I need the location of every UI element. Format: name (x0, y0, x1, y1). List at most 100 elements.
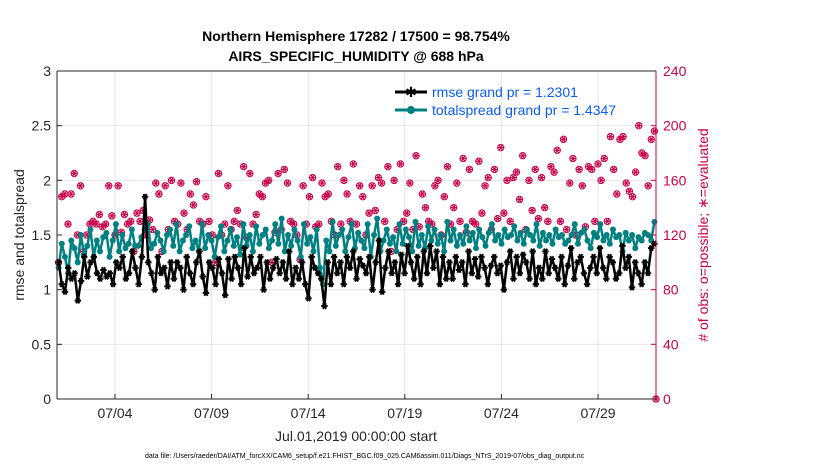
totalspread-point (253, 223, 260, 230)
obs-evaluated-point (475, 158, 482, 165)
rmse-point (603, 275, 610, 283)
totalspread-point (380, 237, 387, 244)
totalspread-point (371, 232, 378, 238)
obs-evaluated-point (413, 152, 420, 159)
obs-evaluated-point (541, 204, 548, 211)
obs-possible-point (368, 182, 376, 190)
obs-possible-point (628, 193, 637, 201)
rmse-point (484, 280, 492, 288)
obs-evaluated-point (137, 218, 144, 225)
obs-possible-point (412, 152, 420, 160)
rmse-point (391, 259, 399, 266)
totalspread-point (237, 251, 244, 258)
obs-evaluated-point (504, 177, 511, 184)
obs-possible-point (609, 165, 618, 174)
obs-possible-point (431, 182, 439, 190)
rmse-point (475, 273, 482, 280)
obs-possible-point (167, 176, 176, 185)
rmse-point (452, 253, 459, 261)
rmse-point (555, 275, 562, 283)
obs-possible-point (283, 179, 292, 187)
totalspread-point (543, 237, 550, 244)
rmse-point (350, 248, 357, 255)
rmse-point (606, 253, 613, 261)
obs-evaluated-point (152, 180, 159, 186)
rmse-point (609, 259, 616, 266)
rmse-point (225, 255, 232, 263)
obs-possible-point (280, 165, 289, 174)
obs-possible-point (550, 168, 558, 176)
rmse-point (471, 255, 479, 263)
obs-possible-point (421, 203, 430, 212)
obs-possible-point (497, 143, 505, 152)
obs-possible-point (114, 182, 122, 190)
obs-possible-point (133, 209, 141, 217)
obs-evaluated-point (108, 212, 115, 219)
obs-evaluated-point (538, 174, 545, 181)
obs-possible-point (647, 135, 655, 144)
rmse-point (77, 277, 85, 285)
obs-possible-point (562, 225, 571, 234)
totalspread-point (294, 237, 301, 244)
totalspread-point (167, 226, 174, 233)
obs-evaluated-point (381, 218, 388, 225)
obs-evaluated-point (598, 177, 605, 184)
rmse-point (295, 275, 303, 283)
obs-evaluated-point (309, 174, 316, 181)
totalspread-point (463, 223, 470, 230)
y-tick-label-right-3: 120 (663, 227, 687, 243)
obs-evaluated-point (403, 210, 410, 217)
obs-possible-point (202, 193, 210, 201)
obs-evaluated-point (378, 180, 385, 186)
rmse-point (97, 275, 104, 283)
totalspread-point (437, 232, 444, 238)
obs-possible-point (318, 179, 326, 187)
obs-evaluated-point (206, 218, 213, 225)
rmse-point (510, 275, 517, 283)
obs-evaluated-point (350, 161, 357, 167)
obs-evaluated-point (356, 182, 363, 189)
totalspread-point (112, 221, 119, 228)
obs-possible-point (619, 132, 627, 141)
obs-evaluated-point (234, 207, 241, 214)
totalspread-point (645, 232, 652, 238)
obs-possible-point (264, 176, 273, 185)
x-tick-label-0: 07/04 (97, 405, 132, 421)
obs-evaluated-point (472, 221, 479, 227)
y-axis-label-left: rmse and totalspread (11, 169, 27, 301)
totalspread-point (77, 232, 84, 238)
obs-evaluated-point (372, 207, 379, 214)
obs-possible-point (484, 173, 492, 182)
chart-title-line1: Northern Hemisphere 17282 / 17500 = 98.7… (202, 28, 510, 44)
totalspread-point (492, 237, 499, 244)
obs-possible-point (450, 203, 458, 212)
totalspread-point (622, 229, 629, 236)
rmse-point (571, 275, 578, 283)
totalspread-point (581, 226, 588, 233)
totalspread-point (240, 221, 247, 228)
rmse-point (205, 259, 213, 266)
obs-possible-point (180, 209, 188, 217)
obs-possible-point (503, 176, 511, 185)
obs-possible-point (559, 135, 568, 144)
rmse-point (141, 193, 149, 201)
rmse-point (619, 242, 626, 250)
obs-evaluated-point (513, 169, 520, 176)
rmse-point (635, 269, 642, 277)
rmse-point (196, 248, 203, 255)
totalspread-point (485, 229, 492, 236)
obs-possible-point (519, 152, 527, 160)
obs-evaluated-point (71, 170, 78, 177)
rmse-point (430, 264, 437, 272)
rmse-point (423, 269, 431, 277)
rmse-point (74, 297, 82, 304)
totalspread-point (406, 234, 413, 241)
y-tick-label-right-5: 200 (663, 118, 687, 134)
totalspread-point (447, 237, 454, 244)
obs-possible-point (440, 193, 449, 201)
obs-evaluated-point (375, 174, 382, 181)
rmse-point (298, 259, 306, 266)
rmse-point (113, 259, 120, 266)
obs-evaluated-point (456, 218, 463, 225)
rmse-point (318, 275, 325, 283)
